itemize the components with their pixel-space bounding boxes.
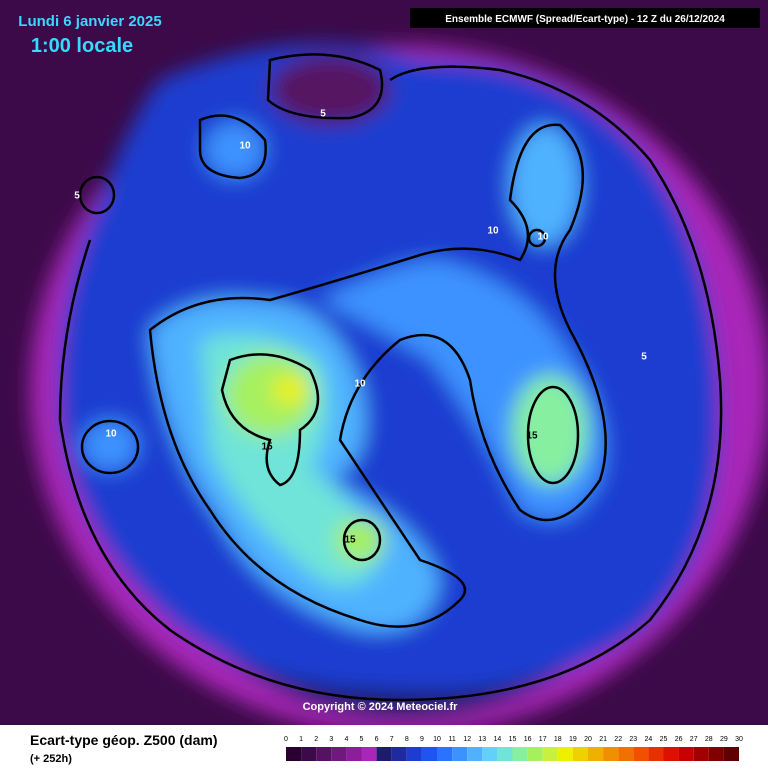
scale-tick-label: 23 xyxy=(629,736,637,743)
scale-tick-label: 16 xyxy=(524,736,532,743)
scale-swatch xyxy=(286,747,302,761)
scale-tick-label: 13 xyxy=(478,736,486,743)
contour-label: 10 xyxy=(537,232,549,243)
scale-swatch xyxy=(693,747,709,761)
scale-swatch xyxy=(421,747,437,761)
scale-tick-label: 26 xyxy=(675,736,683,743)
scale-swatch xyxy=(678,747,694,761)
scale-tick-label: 29 xyxy=(720,736,728,743)
source-label: Ensemble ECMWF (Spread/Ecart-type) - 12 … xyxy=(445,14,725,25)
scale-swatch xyxy=(376,747,392,761)
scale-tick-label: 10 xyxy=(433,736,441,743)
scale-tick-label: 5 xyxy=(360,736,364,743)
copyright: Copyright © 2024 Meteociel.fr xyxy=(303,701,459,713)
scale-swatch xyxy=(633,747,649,761)
legend-lead: (+ 252h) xyxy=(30,753,72,765)
scale-tick-label: 12 xyxy=(463,736,471,743)
scale-tick-label: 4 xyxy=(344,736,348,743)
scale-tick-label: 2 xyxy=(314,736,318,743)
date-label: Lundi 6 janvier 2025 xyxy=(18,13,161,30)
contour-labels: 5 10 5 10 10 5 10 10 15 15 15 xyxy=(74,109,647,546)
scale-tick-label: 6 xyxy=(375,736,379,743)
time-label: 1:00 locale xyxy=(31,35,133,57)
scale-tick-label: 30 xyxy=(735,736,743,743)
scale-swatch xyxy=(512,747,528,761)
scale-tick-label: 8 xyxy=(405,736,409,743)
contour-label: 15 xyxy=(344,535,356,546)
scale-tick-label: 21 xyxy=(599,736,607,743)
scale-swatch xyxy=(406,747,422,761)
scale-tick-label: 19 xyxy=(569,736,577,743)
scale-tick-label: 27 xyxy=(690,736,698,743)
contour-label: 10 xyxy=(105,429,117,440)
scale-tick-label: 18 xyxy=(554,736,562,743)
scale-swatch xyxy=(452,747,468,761)
scale-tick-label: 1 xyxy=(299,736,303,743)
contour-label: 10 xyxy=(354,379,366,390)
scale-swatch xyxy=(497,747,513,761)
contour-label: 5 xyxy=(74,191,80,202)
scale-swatch xyxy=(467,747,483,761)
scale-swatch xyxy=(331,747,347,761)
scale-tick-label: 20 xyxy=(584,736,592,743)
scale-swatch xyxy=(301,747,317,761)
color-scale: 0 1 2 3 4 5 6 7 8 9 10 11 12 13 14 15 16 17 18 19 20 21 22 23 24… xyxy=(284,736,743,761)
scale-tick-label: 25 xyxy=(660,736,668,743)
scale-tick-label: 22 xyxy=(614,736,622,743)
scale-swatch xyxy=(391,747,407,761)
scale-swatch xyxy=(542,747,558,761)
map-field xyxy=(0,0,768,735)
scale-tick-label: 0 xyxy=(284,736,288,743)
contour-label: 15 xyxy=(526,431,538,442)
scale-tick-label: 7 xyxy=(390,736,394,743)
scale-tick-label: 28 xyxy=(705,736,713,743)
scale-swatch xyxy=(527,747,543,761)
contour-label: 10 xyxy=(487,226,499,237)
legend-title: Ecart-type géop. Z500 (dam) xyxy=(30,732,218,748)
scale-tick-label: 3 xyxy=(329,736,333,743)
scale-swatch xyxy=(618,747,634,761)
scale-swatch xyxy=(346,747,362,761)
scale-tick-label: 14 xyxy=(494,736,502,743)
scale-swatch xyxy=(437,747,453,761)
scale-swatch xyxy=(361,747,377,761)
scale-swatch xyxy=(648,747,664,761)
scale-swatch xyxy=(708,747,724,761)
scale-tick-label: 9 xyxy=(420,736,424,743)
scale-swatch xyxy=(723,747,739,761)
source-box xyxy=(410,8,760,28)
scale-swatch xyxy=(482,747,498,761)
contour-label: 10 xyxy=(239,141,251,152)
scale-swatch xyxy=(316,747,332,761)
scale-tick-label: 11 xyxy=(448,736,455,743)
contour-label: 5 xyxy=(320,109,326,120)
scale-swatch xyxy=(663,747,679,761)
contour-label: 15 xyxy=(261,442,273,453)
scale-swatch xyxy=(603,747,619,761)
contour-label: 5 xyxy=(641,352,647,363)
scale-swatch xyxy=(557,747,573,761)
scale-swatch xyxy=(572,747,588,761)
scale-tick-label: 17 xyxy=(539,736,547,743)
scale-swatch xyxy=(588,747,604,761)
scale-tick-label: 24 xyxy=(645,736,653,743)
scale-tick-label: 15 xyxy=(509,736,517,743)
